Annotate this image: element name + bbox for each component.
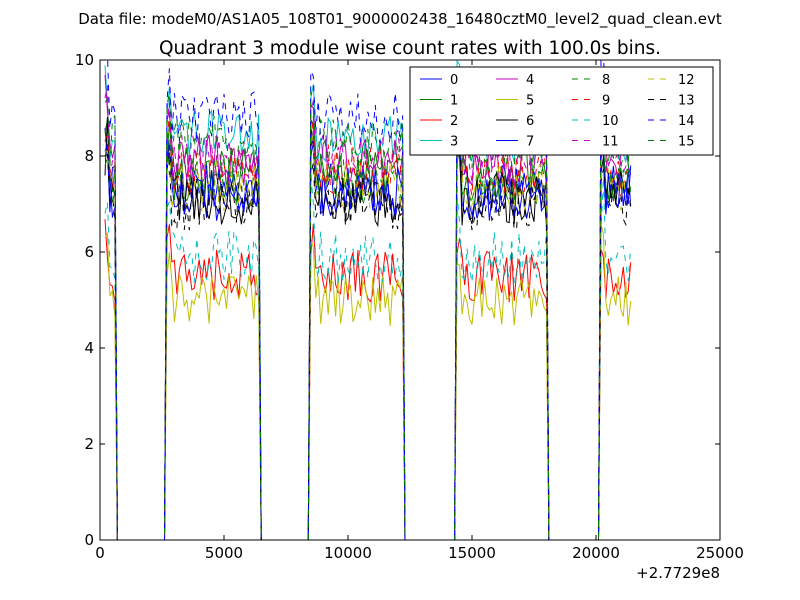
legend-label-14: 14 [678, 114, 695, 129]
legend-label-3: 3 [450, 135, 458, 150]
file-label: Data file: modeM0/AS1A05_108T01_90000024… [78, 10, 722, 29]
x-tick-label: 5000 [205, 544, 243, 562]
legend-label-7: 7 [526, 135, 534, 150]
y-tick-label: 2 [84, 435, 94, 453]
x-tick-label: 10000 [324, 544, 372, 562]
legend-label-9: 9 [602, 94, 610, 109]
x-offset-label: +2.7729e8 [636, 564, 720, 582]
legend-label-13: 13 [678, 94, 695, 109]
series-line-2 [104, 219, 632, 540]
y-tick-label: 6 [84, 243, 94, 261]
series-line-12 [104, 97, 632, 540]
series-line-5 [104, 223, 632, 540]
chart-title: Quadrant 3 module wise count rates with … [159, 38, 661, 59]
plot-frame [99, 59, 721, 541]
legend-label-2: 2 [450, 114, 458, 129]
series-line-10 [104, 175, 632, 540]
legend-label-4: 4 [526, 73, 534, 88]
series-line-8 [104, 107, 632, 540]
x-tick-label: 20000 [572, 544, 620, 562]
series-line-7 [104, 121, 632, 540]
legend-label-15: 15 [678, 135, 695, 150]
legend-label-6: 6 [526, 114, 534, 129]
series-line-15 [104, 74, 632, 540]
legend-label-5: 5 [526, 94, 534, 109]
x-tick-label: 15000 [448, 544, 496, 562]
y-tick-label: 0 [84, 531, 94, 549]
x-tick-label: 25000 [696, 544, 744, 562]
series-line-14 [107, 60, 632, 540]
y-tick-label: 4 [84, 339, 94, 357]
legend-label-11: 11 [602, 135, 619, 150]
y-tick-label: 10 [75, 51, 94, 69]
legend-label-1: 1 [450, 94, 458, 109]
legend-label-10: 10 [602, 114, 619, 129]
x-tick-label: 0 [95, 544, 105, 562]
legend-label-0: 0 [450, 73, 458, 88]
legend-label-8: 8 [602, 73, 610, 88]
legend-label-12: 12 [678, 73, 695, 88]
y-tick-label: 8 [84, 147, 94, 165]
